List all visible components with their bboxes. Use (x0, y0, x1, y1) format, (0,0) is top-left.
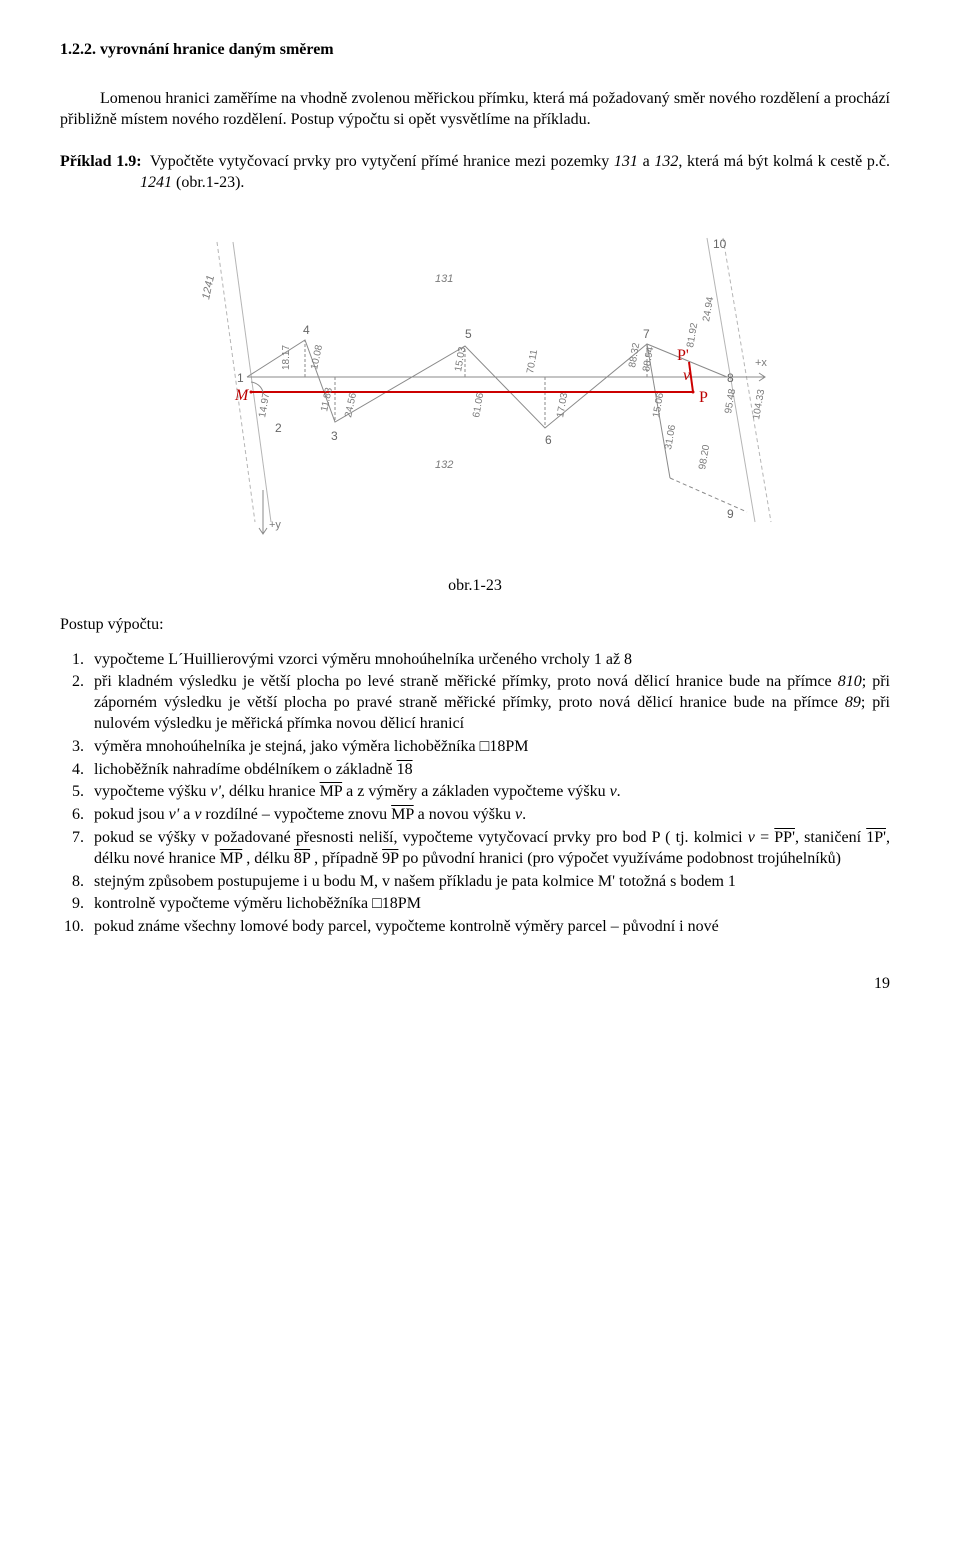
svg-text:+x: +x (755, 357, 767, 369)
svg-text:P': P' (677, 347, 689, 364)
steps-heading: Postup výpočtu: (60, 615, 890, 636)
svg-text:88.32: 88.32 (627, 342, 642, 369)
step-10: pokud známe všechny lomové body parcel, … (88, 917, 890, 938)
svg-text:v: v (683, 367, 691, 384)
example-block: Příklad 1.9: Vypočtěte vytyčovací prvky … (60, 152, 890, 194)
example-num-1241: 1241 (140, 174, 172, 191)
svg-text:61.06: 61.06 (471, 392, 486, 419)
svg-text:4: 4 (303, 323, 310, 337)
steps-list: vypočteme L´Huillierovými vzorci výměru … (88, 650, 890, 938)
svg-text:6: 6 (545, 433, 552, 447)
example-text-b: a (638, 153, 654, 170)
svg-text:2: 2 (275, 421, 282, 435)
svg-text:5: 5 (465, 327, 472, 341)
step-1: vypočteme L´Huillierovými vzorci výměru … (88, 650, 890, 671)
intro-paragraph: Lomenou hranici zaměříme na vhodně zvole… (60, 89, 890, 131)
svg-text:7: 7 (643, 327, 650, 341)
svg-text:98.20: 98.20 (697, 444, 712, 471)
example-text-d: (obr.1-23). (172, 174, 244, 191)
svg-text:18.17: 18.17 (281, 345, 292, 370)
svg-text:10.08: 10.08 (309, 343, 325, 370)
page-number: 19 (60, 974, 890, 995)
svg-text:9: 9 (727, 507, 734, 521)
svg-text:15.03: 15.03 (453, 346, 468, 373)
svg-text:132: 132 (435, 459, 453, 471)
svg-text:10: 10 (713, 237, 727, 251)
step-4: lichoběžník nahradíme obdélníkem o zákla… (88, 760, 890, 781)
svg-text:M: M (234, 387, 250, 404)
step-6: pokud jsou v' a v rozdílné – vypočteme z… (88, 805, 890, 826)
step-5: vypočteme výšku v', délku hranice MP a z… (88, 782, 890, 803)
step-3: výměra mnohoúhelníka je stejná, jako vým… (88, 737, 890, 758)
svg-text:104.33: 104.33 (751, 388, 767, 420)
example-num-132: 132 (654, 153, 678, 170)
svg-text:11.83: 11.83 (319, 386, 335, 412)
svg-text:70.11: 70.11 (525, 348, 540, 374)
diagram-caption: obr.1-23 (60, 576, 890, 597)
svg-text:131: 131 (435, 273, 453, 285)
step-9: kontrolně vypočteme výměru lichoběžníka … (88, 894, 890, 915)
svg-text:81.92: 81.92 (685, 322, 700, 349)
svg-text:88.94: 88.94 (641, 346, 656, 373)
survey-diagram-svg: 1 2 3 4 5 6 7 8 9 10 131 132 1241 M P P'… (165, 222, 785, 562)
svg-text:31.06: 31.06 (663, 424, 678, 451)
svg-text:17.03: 17.03 (555, 392, 570, 419)
svg-text:+y: +y (269, 519, 281, 531)
svg-text:24.94: 24.94 (701, 296, 716, 323)
svg-text:1: 1 (237, 371, 244, 385)
svg-text:24.56: 24.56 (343, 391, 359, 418)
example-label: Příklad 1.9: (60, 153, 142, 170)
diagram: 1 2 3 4 5 6 7 8 9 10 131 132 1241 M P P'… (60, 222, 890, 562)
svg-text:1241: 1241 (200, 274, 217, 300)
example-text-c: , která má být kolmá k cestě p.č. (678, 153, 890, 170)
svg-text:8: 8 (727, 371, 734, 385)
step-8: stejným způsobem postupujeme i u bodu M,… (88, 872, 890, 893)
step-2: při kladném výsledku je větší plocha po … (88, 672, 890, 734)
example-text-a: Vypočtěte vytyčovací prvky pro vytyčení … (146, 153, 614, 170)
svg-text:15.06: 15.06 (651, 392, 666, 419)
example-num-131: 131 (614, 153, 638, 170)
svg-text:3: 3 (331, 429, 338, 443)
step-7: pokud se výšky v požadované přesnosti ne… (88, 828, 890, 870)
svg-text:14.97: 14.97 (257, 392, 272, 419)
section-heading: 1.2.2. vyrovnání hranice daným směrem (60, 40, 890, 61)
svg-text:P: P (699, 389, 708, 406)
